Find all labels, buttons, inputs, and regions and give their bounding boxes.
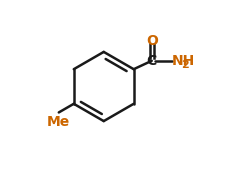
Text: O: O <box>146 34 158 48</box>
Text: Me: Me <box>46 115 69 129</box>
Text: C: C <box>147 54 157 68</box>
Text: NH: NH <box>172 54 195 68</box>
Text: 2: 2 <box>181 60 189 70</box>
